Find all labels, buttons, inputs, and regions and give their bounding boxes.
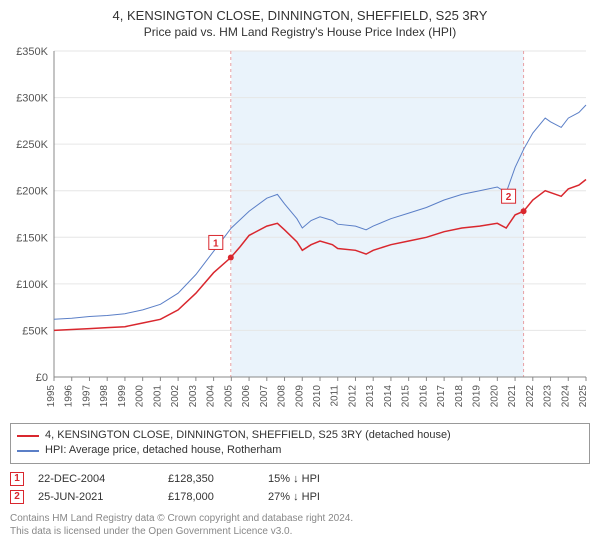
svg-text:£350K: £350K (16, 47, 48, 58)
svg-text:£300K: £300K (16, 93, 48, 105)
marker-pct: 27% ↓ HPI (268, 491, 368, 503)
svg-text:£200K: £200K (16, 186, 48, 198)
svg-text:2023: 2023 (543, 385, 554, 408)
svg-text:£50K: £50K (22, 325, 48, 337)
legend-swatch (17, 450, 39, 452)
svg-text:1999: 1999 (117, 385, 128, 408)
chart-plot: £0 £50K £100K £150K £200K £250K £300K £350K 1995… (10, 47, 590, 417)
marker-number-box: 1 (10, 472, 24, 486)
marker-price: £178,000 (168, 491, 268, 503)
svg-text:2000: 2000 (135, 385, 146, 408)
svg-text:2021: 2021 (507, 385, 518, 408)
svg-text:2002: 2002 (170, 385, 181, 408)
svg-text:£100K: £100K (16, 279, 48, 291)
svg-text:1996: 1996 (64, 385, 75, 408)
svg-text:2008: 2008 (277, 385, 288, 408)
marker-table: 1 22-DEC-2004£128,35015% ↓ HPI 2 25-JUN-202… (10, 472, 590, 504)
marker-date: 25-JUN-2021 (38, 491, 168, 503)
legend: 4, KENSINGTON CLOSE, DINNINGTON, SHEFFIE… (10, 423, 590, 464)
svg-text:2003: 2003 (188, 385, 199, 408)
title-block: 4, KENSINGTON CLOSE, DINNINGTON, SHEFFIE… (10, 8, 590, 39)
legend-label: HPI: Average price, detached house, Roth… (45, 443, 281, 458)
svg-text:1995: 1995 (46, 385, 57, 408)
svg-text:2: 2 (506, 192, 512, 203)
chart-subtitle: Price paid vs. HM Land Registry's House … (10, 25, 590, 39)
footer-line1: Contains HM Land Registry data © Crown c… (10, 512, 590, 525)
marker-row: 2 25-JUN-2021£178,00027% ↓ HPI (10, 490, 590, 504)
svg-text:2024: 2024 (560, 385, 571, 408)
svg-text:2014: 2014 (383, 385, 394, 408)
svg-text:2005: 2005 (223, 385, 234, 408)
svg-text:2001: 2001 (152, 385, 163, 408)
svg-text:£250K: £250K (16, 139, 48, 151)
marker-pct: 15% ↓ HPI (268, 473, 368, 485)
svg-text:2012: 2012 (347, 385, 358, 408)
svg-text:2020: 2020 (489, 385, 500, 408)
legend-swatch (17, 435, 39, 437)
svg-text:2007: 2007 (259, 385, 270, 408)
svg-text:2025: 2025 (578, 385, 589, 408)
svg-text:2018: 2018 (454, 385, 465, 408)
svg-text:1997: 1997 (81, 385, 92, 408)
legend-label: 4, KENSINGTON CLOSE, DINNINGTON, SHEFFIE… (45, 428, 451, 443)
marker-price: £128,350 (168, 473, 268, 485)
legend-row: 4, KENSINGTON CLOSE, DINNINGTON, SHEFFIE… (17, 428, 583, 443)
svg-text:2017: 2017 (436, 385, 447, 408)
marker-row: 1 22-DEC-2004£128,35015% ↓ HPI (10, 472, 590, 486)
svg-text:1998: 1998 (99, 385, 110, 408)
svg-text:£150K: £150K (16, 232, 48, 244)
legend-row: HPI: Average price, detached house, Roth… (17, 443, 583, 458)
svg-text:2004: 2004 (206, 385, 217, 408)
footer: Contains HM Land Registry data © Crown c… (10, 512, 590, 538)
svg-text:2011: 2011 (330, 385, 341, 407)
chart-title: 4, KENSINGTON CLOSE, DINNINGTON, SHEFFIE… (10, 8, 590, 23)
svg-text:2016: 2016 (418, 385, 429, 408)
svg-text:2010: 2010 (312, 385, 323, 408)
footer-line2: This data is licensed under the Open Gov… (10, 525, 590, 538)
svg-text:1: 1 (213, 238, 219, 249)
marker-date: 22-DEC-2004 (38, 473, 168, 485)
svg-text:2015: 2015 (401, 385, 412, 408)
svg-text:£0: £0 (36, 372, 48, 384)
svg-text:2006: 2006 (241, 385, 252, 408)
svg-text:2013: 2013 (365, 385, 376, 408)
svg-text:2009: 2009 (294, 385, 305, 408)
chart-container: 4, KENSINGTON CLOSE, DINNINGTON, SHEFFIE… (0, 0, 600, 560)
marker-number-box: 2 (10, 490, 24, 504)
chart-svg: £0 £50K £100K £150K £200K £250K £300K £350K 1995… (10, 47, 590, 417)
svg-text:2019: 2019 (472, 385, 483, 408)
svg-text:2022: 2022 (525, 385, 536, 408)
